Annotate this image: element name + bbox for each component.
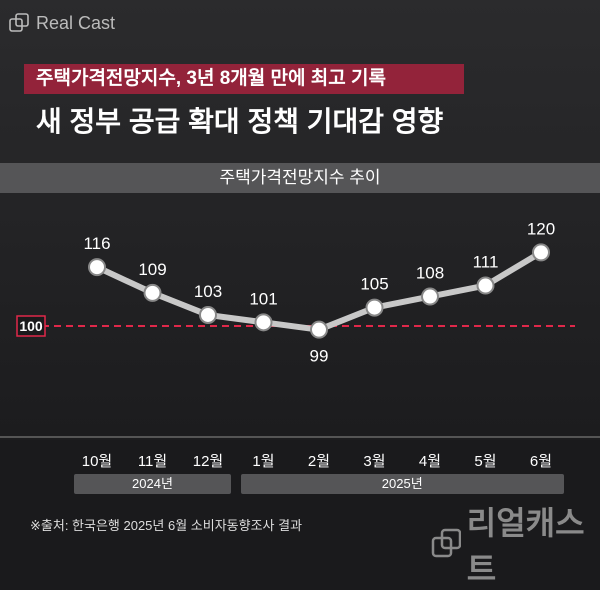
- data-point: [476, 276, 495, 295]
- year-group-label: 2025년: [240, 474, 564, 494]
- data-point: [310, 320, 328, 339]
- data-label: 105: [360, 275, 388, 294]
- month-label: 3월: [363, 453, 386, 470]
- month-label: 6월: [529, 453, 553, 470]
- data-point: [421, 287, 439, 306]
- data-label: 103: [194, 282, 222, 301]
- data-label: 99: [310, 347, 329, 366]
- x-axis-line: [0, 436, 600, 438]
- year-group-label: 2024년: [74, 474, 231, 494]
- watermark: 리얼캐스트: [430, 498, 600, 590]
- reference-label: 100: [19, 318, 43, 334]
- month-label: 5월: [474, 453, 497, 470]
- data-label: 111: [473, 253, 499, 272]
- data-point: [254, 313, 273, 332]
- data-point: [199, 305, 217, 324]
- data-point: [365, 298, 384, 317]
- headline: 새 정부 공급 확대 정책 기대감 영향: [36, 106, 444, 137]
- month-label: 1월: [252, 453, 275, 470]
- subtitle: 주택가격전망지수, 3년 8개월 만에 최고 기록: [24, 64, 464, 94]
- data-label: 116: [83, 234, 110, 253]
- data-label: 101: [249, 289, 277, 308]
- watermark-text: 리얼캐스트: [466, 505, 585, 587]
- month-label: 10월: [81, 453, 113, 470]
- month-label: 2월: [307, 453, 331, 470]
- logo-text: Real Cast: [36, 12, 116, 33]
- data-point: [88, 258, 106, 277]
- data-label: 109: [138, 260, 166, 279]
- data-label: 120: [527, 219, 555, 238]
- line-chart: 100 116 109 103 101 99 105 108 111 120: [16, 219, 575, 366]
- data-label: 108: [416, 264, 444, 283]
- month-label: 12월: [192, 453, 224, 470]
- logo: Real Cast: [8, 12, 115, 34]
- source-note: ※출처: 한국은행 2025년 6월 소비자동향조사 결과: [30, 518, 303, 533]
- logo-icon: [9, 13, 29, 32]
- chart-title: 주택가격전망지수 추이: [0, 163, 600, 193]
- watermark-logo-icon: [431, 528, 461, 558]
- data-point: [532, 243, 550, 262]
- month-label: 4월: [418, 453, 442, 470]
- data-point: [143, 283, 162, 302]
- reference-label-box: [16, 315, 46, 337]
- month-label: 11월: [137, 453, 168, 470]
